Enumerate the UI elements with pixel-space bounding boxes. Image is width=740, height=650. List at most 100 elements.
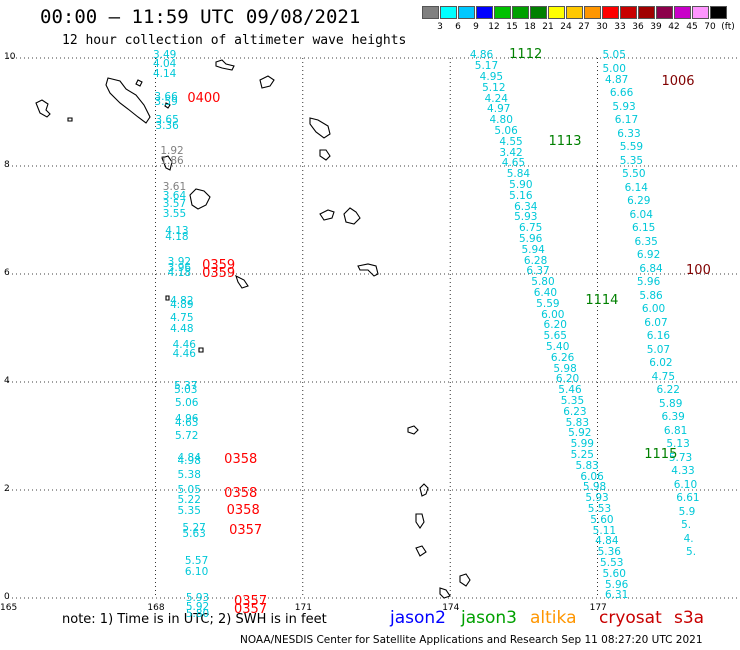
wave-height-value: 4.95	[479, 70, 504, 83]
x-tick-label: 171	[294, 603, 312, 613]
pass-time-label: 0358	[224, 452, 258, 468]
wave-height-value: 5.22	[177, 493, 201, 506]
wave-height-value: 5.53	[600, 556, 624, 569]
color-tick-label: 42	[668, 22, 680, 32]
wave-height-value: 5.80	[185, 608, 210, 621]
y-tick-label: 2	[4, 484, 10, 494]
color-tick-label: 9	[473, 22, 479, 32]
wave-height-value: 5.96	[604, 578, 629, 591]
wave-height-value: 5.35	[619, 154, 644, 167]
color-swatch	[638, 6, 655, 19]
island-outline	[459, 573, 471, 587]
pass-time-label: 1113	[548, 133, 582, 149]
pass-time-label: 0357	[234, 601, 268, 617]
wave-height-value: 5.37	[174, 380, 198, 393]
y-tick-label: 0	[4, 592, 10, 602]
color-swatch	[494, 6, 511, 19]
color-tick-label: 30	[596, 22, 608, 32]
wave-height-value: 5.12	[482, 81, 506, 94]
island-outlines	[35, 59, 471, 599]
wave-height-value: 4.87	[604, 73, 629, 86]
wave-height-value: 3.66	[154, 90, 178, 103]
color-tick-label: 21	[542, 22, 554, 32]
wave-height-value: 5.84	[506, 168, 531, 181]
wave-height-value: 4.82	[170, 295, 194, 307]
wave-height-value: 5.63	[182, 528, 206, 541]
island-outline	[189, 188, 211, 210]
wave-height-value: 6.06	[580, 470, 604, 483]
credit-line: NOAA/NESDIS Center for Satellite Applica…	[240, 634, 703, 646]
pass-time-label: 1115	[644, 446, 678, 462]
wave-height-value: 5.89	[659, 397, 683, 410]
y-tick-label: 6	[4, 268, 10, 278]
wave-height-value: 5.27	[182, 521, 206, 534]
wave-height-value: 6.00	[641, 303, 666, 316]
wave-height-value: 6.31	[604, 589, 629, 602]
wave-height-value: 4.63	[175, 417, 199, 430]
island-outline	[135, 79, 143, 87]
wave-height-value: 4.46	[172, 339, 196, 352]
pass-time-label: 0358	[226, 502, 260, 518]
wave-height-value: 5.05	[602, 49, 626, 62]
wave-height-value: 5.96	[636, 276, 661, 289]
wave-height-value: 4.13	[165, 224, 189, 237]
island-outline	[259, 75, 275, 89]
wave-height-value: 6.28	[523, 254, 548, 267]
wave-height-value: 6.10	[673, 478, 698, 491]
wave-height-value: 6.61	[676, 492, 700, 505]
wave-height-value: 3.49	[152, 49, 177, 62]
wave-height-value: 5.83	[565, 416, 590, 429]
wave-height-value: 5.07	[646, 343, 671, 356]
island-outline	[161, 155, 173, 171]
x-tick-label: 165	[0, 603, 18, 613]
color-tick-label: 24	[560, 22, 572, 32]
wave-height-value: 5.46	[558, 384, 582, 397]
wave-height-value: 4.84	[177, 451, 201, 464]
wave-height-value: 5.60	[590, 513, 614, 526]
wave-height-value: 4.18	[167, 266, 192, 279]
color-tick-label: 33	[614, 22, 626, 32]
wave-height-value: 4.65	[501, 157, 526, 170]
wave-height-value: 5.53	[587, 502, 612, 515]
wave-height-value: 6.17	[614, 114, 639, 127]
wave-height-value: 5.86	[639, 289, 663, 302]
wave-height-value: 5.93	[612, 100, 636, 113]
wave-height-value: 4.33	[671, 465, 695, 478]
color-swatch	[584, 6, 601, 19]
wave-height-value: 5.73	[668, 451, 693, 464]
wave-height-value: 6.02	[649, 357, 673, 370]
color-tick-label: 39	[650, 22, 662, 32]
wave-height-value: 6.15	[631, 222, 656, 235]
color-swatch	[548, 6, 565, 19]
island-outline	[415, 513, 425, 529]
island-outline	[319, 209, 335, 221]
color-tick-label: 3	[437, 22, 443, 32]
wave-height-value: 5.00	[602, 62, 626, 75]
y-tick-label: 4	[4, 376, 10, 386]
island-outline	[35, 99, 51, 118]
wave-height-value: 5.99	[570, 438, 594, 451]
wave-height-value: 5.	[681, 519, 692, 532]
wave-height-value: 3.59	[154, 96, 178, 109]
color-swatch	[710, 6, 727, 19]
wave-height-value: 4.48	[170, 323, 194, 336]
y-tick-label: 10	[4, 52, 16, 62]
pass-time-label: 1112	[509, 47, 543, 63]
wave-height-value: 5.65	[543, 330, 567, 343]
color-tick-label: 15	[506, 22, 518, 32]
color-swatch	[602, 6, 619, 19]
wave-height-value: 3.42	[499, 146, 523, 159]
pass-time-label: 1114	[585, 293, 619, 308]
wave-height-value: 5.06	[494, 124, 518, 137]
color-swatch	[674, 6, 691, 19]
color-tick-label: 12	[488, 22, 500, 32]
wave-height-value: 4.86	[469, 49, 494, 62]
satellite-legend-item: cryosat	[599, 608, 662, 628]
wave-height-value: 3.92	[167, 256, 192, 269]
wave-height-value: 6.00	[541, 308, 565, 321]
wave-height-value: 4.18	[165, 231, 189, 244]
wave-height-value: 5.36	[597, 546, 621, 559]
wave-height-value: 4.55	[499, 135, 523, 148]
pass-time-label: 0359	[202, 266, 236, 281]
color-swatch	[512, 6, 529, 19]
